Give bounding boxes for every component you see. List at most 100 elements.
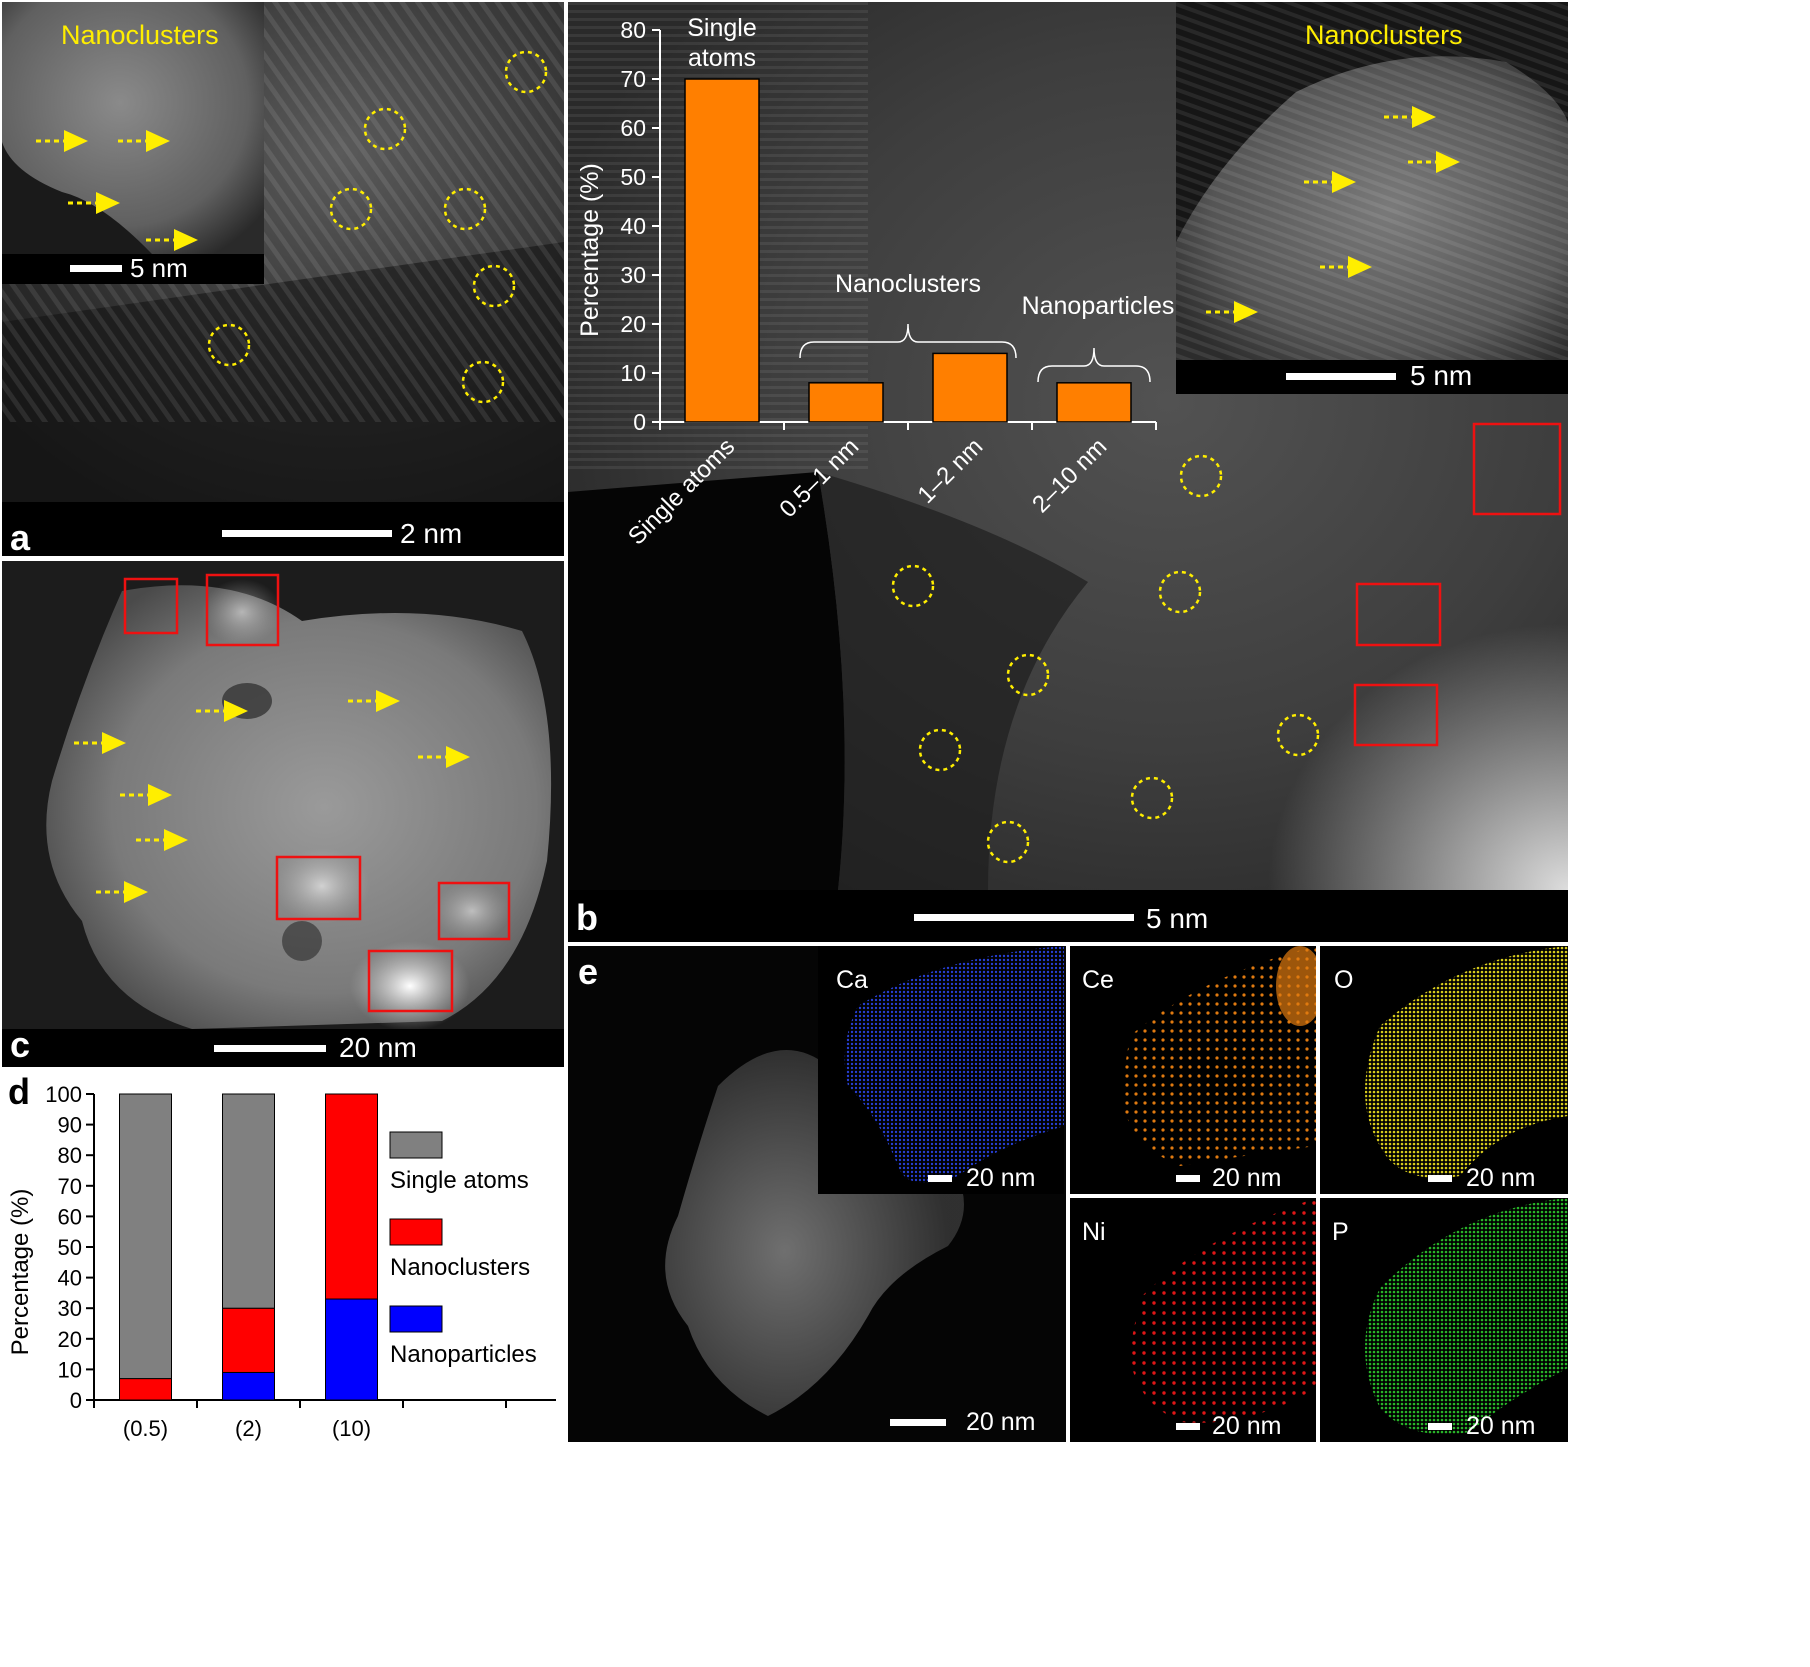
chart-d-bar-segment bbox=[325, 1298, 378, 1401]
o-map-image bbox=[1320, 946, 1568, 1194]
chart-d-xtick-label: (2) bbox=[235, 1416, 262, 1441]
chart-b-brace-nanoclusters bbox=[799, 323, 1017, 359]
chart-d-bar-segment bbox=[119, 1093, 172, 1380]
panel-d-chart: 0 10 20 30 40 50 60 70 80 90 100 Percentage (%) (0.5… bbox=[7, 1082, 556, 1441]
chart-b-annotation-single-atoms: Single atoms bbox=[687, 14, 757, 72]
chart-d-ylabel: Percentage (%) bbox=[7, 1189, 34, 1356]
panel-e-map-ca: Ca 20 nm bbox=[818, 946, 1064, 1194]
panel-c-label: c bbox=[10, 1024, 31, 1065]
chart-d-legend-swatch bbox=[389, 1305, 443, 1333]
chart-d-ytick-label: 50 bbox=[58, 1235, 82, 1260]
chart-d-bar-segment bbox=[119, 1378, 172, 1401]
panel-b-inset-scalebar-label: 5 nm bbox=[1410, 360, 1473, 391]
chart-d-legend-label: Nanoparticles bbox=[390, 1341, 537, 1368]
chart-b-bar bbox=[684, 78, 760, 423]
chart-b-xtick-label: 1–2 nm bbox=[913, 433, 989, 509]
panel-b-inset-scalebar-bar: 5 nm bbox=[1176, 360, 1568, 394]
chart-d-xtick-label: (10) bbox=[332, 1416, 371, 1441]
panel-a-inset-micrograph bbox=[2, 2, 264, 254]
panel-b-inset-chart: 0 10 20 30 40 50 60 70 80 Percentage (%) Single at… bbox=[576, 14, 1175, 550]
panel-b-inset-micrograph bbox=[1176, 2, 1568, 361]
chart-b-xtick-label: 2–10 nm bbox=[1027, 433, 1112, 518]
chart-d-ytick-label: 80 bbox=[58, 1143, 82, 1168]
chart-d-ytick-label: 40 bbox=[58, 1266, 82, 1291]
panel-b-scalebar-label: 5 nm bbox=[1146, 903, 1209, 934]
chart-b-ytick-label: 60 bbox=[620, 115, 646, 141]
panel-b-inset-title: Nanoclusters bbox=[1305, 20, 1463, 50]
p-map-image bbox=[1320, 1198, 1568, 1442]
chart-b-ylabel: Percentage (%) bbox=[576, 163, 604, 337]
chart-b-ytick-label: 0 bbox=[633, 409, 646, 435]
panel-c-scalebar bbox=[214, 1045, 326, 1052]
panel-a: Nanoclusters 5 nm 2 nm a bbox=[2, 2, 564, 556]
ca-map-label: Ca bbox=[836, 966, 868, 994]
chart-b-ytick-label: 30 bbox=[620, 262, 646, 288]
ni-map-label: Ni bbox=[1082, 1218, 1106, 1246]
chart-b-bar bbox=[1056, 382, 1132, 423]
panel-a-inset-scalebar bbox=[70, 265, 122, 272]
panel-b-circle-markers bbox=[891, 422, 1562, 864]
panel-a-inset-title: Nanoclusters bbox=[61, 20, 219, 50]
chart-b-ytick-label: 10 bbox=[620, 360, 646, 386]
o-map-label: O bbox=[1334, 966, 1354, 994]
p-map-label: P bbox=[1332, 1218, 1349, 1246]
chart-d-ytick-label: 0 bbox=[70, 1388, 82, 1413]
panel-e-map-ce: Ce 20 nm bbox=[1070, 946, 1316, 1194]
o-map-scalebar-label: 20 nm bbox=[1466, 1164, 1536, 1192]
chart-d-ytick-label: 10 bbox=[58, 1357, 82, 1382]
panel-b: 0 10 20 30 40 50 60 70 80 Percentage (%) Single at… bbox=[568, 2, 1568, 942]
chart-b-xtick-label: Single atoms bbox=[623, 433, 740, 550]
ce-map-scalebar-label: 20 nm bbox=[1212, 1164, 1282, 1192]
panel-a-scalebar-label: 2 nm bbox=[400, 518, 463, 549]
panel-e-label: e bbox=[578, 951, 599, 992]
chart-d-ytick-label: 30 bbox=[58, 1296, 82, 1321]
panel-e-scalebar-label: 20 nm bbox=[966, 1408, 1036, 1436]
panel-b-scalebar bbox=[914, 914, 1134, 921]
chart-b-ytick-label: 50 bbox=[620, 164, 646, 190]
panel-c-box-markers bbox=[123, 573, 511, 1013]
panel-a-scalebar bbox=[222, 530, 392, 537]
chart-d-legend-label: Single atoms bbox=[390, 1167, 529, 1194]
chart-d-legend-label: Nanoclusters bbox=[390, 1254, 530, 1281]
panel-a-inset-scalebar-label: 5 nm bbox=[130, 253, 188, 283]
ce-map-scalebar bbox=[1176, 1175, 1200, 1182]
chart-d-ytick-label: 20 bbox=[58, 1327, 82, 1352]
panel-c-micrograph bbox=[2, 561, 564, 1031]
panel-e-map-o: O 20 nm bbox=[1320, 946, 1568, 1194]
panel-a-inset-scalebar-bar: 5 nm bbox=[2, 253, 264, 284]
chart-d-ytick-label: 100 bbox=[45, 1082, 82, 1107]
p-map-scalebar bbox=[1428, 1423, 1452, 1430]
chart-d-ytick-label: 60 bbox=[58, 1204, 82, 1229]
ce-map-label: Ce bbox=[1082, 966, 1114, 994]
chart-d-bar-segment bbox=[222, 1307, 275, 1373]
panel-e-map-ni: Ni 20 nm bbox=[1070, 1198, 1316, 1442]
panel-c-scalebar-label: 20 nm bbox=[339, 1032, 417, 1063]
chart-b-ytick-label: 20 bbox=[620, 311, 646, 337]
ni-map-scalebar-label: 20 nm bbox=[1212, 1412, 1282, 1440]
panel-a-scalebar-bar: 2 nm bbox=[2, 502, 564, 556]
chart-d-bar-segment bbox=[325, 1093, 378, 1300]
chart-d-legend-swatch bbox=[389, 1131, 443, 1159]
panel-a-circle-markers bbox=[207, 50, 548, 404]
panel-e-map-p: P 20 nm bbox=[1320, 1198, 1568, 1442]
panel-b-label: b bbox=[576, 897, 598, 938]
ni-map-scalebar bbox=[1176, 1423, 1200, 1430]
chart-d-bar-segment bbox=[222, 1371, 275, 1401]
ca-map-image bbox=[818, 946, 1064, 1194]
chart-b-annotation-nanoparticles: Nanoparticles bbox=[1022, 292, 1175, 320]
panel-b-scalebar-bar: 5 nm bbox=[568, 890, 1568, 942]
chart-b-brace-nanoparticles bbox=[1037, 347, 1151, 383]
panel-b-inset: Nanoclusters 5 nm bbox=[1176, 2, 1568, 394]
chart-b-ytick-label: 70 bbox=[620, 66, 646, 92]
panel-e-scalebar bbox=[890, 1419, 946, 1426]
chart-b-bar bbox=[932, 352, 1008, 423]
chart-b-ytick-label: 80 bbox=[620, 17, 646, 43]
panel-a-inset: Nanoclusters 5 nm bbox=[2, 2, 264, 284]
panel-c: 20 nm c bbox=[2, 561, 564, 1067]
chart-d-legend-swatch bbox=[389, 1218, 443, 1246]
panel-c-scalebar-bar: 20 nm bbox=[2, 1029, 564, 1067]
chart-d-xtick-label: (0.5) bbox=[123, 1416, 168, 1441]
ca-map-scalebar bbox=[928, 1175, 952, 1182]
p-map-scalebar-label: 20 nm bbox=[1466, 1412, 1536, 1440]
chart-d-ytick-label: 70 bbox=[58, 1174, 82, 1199]
